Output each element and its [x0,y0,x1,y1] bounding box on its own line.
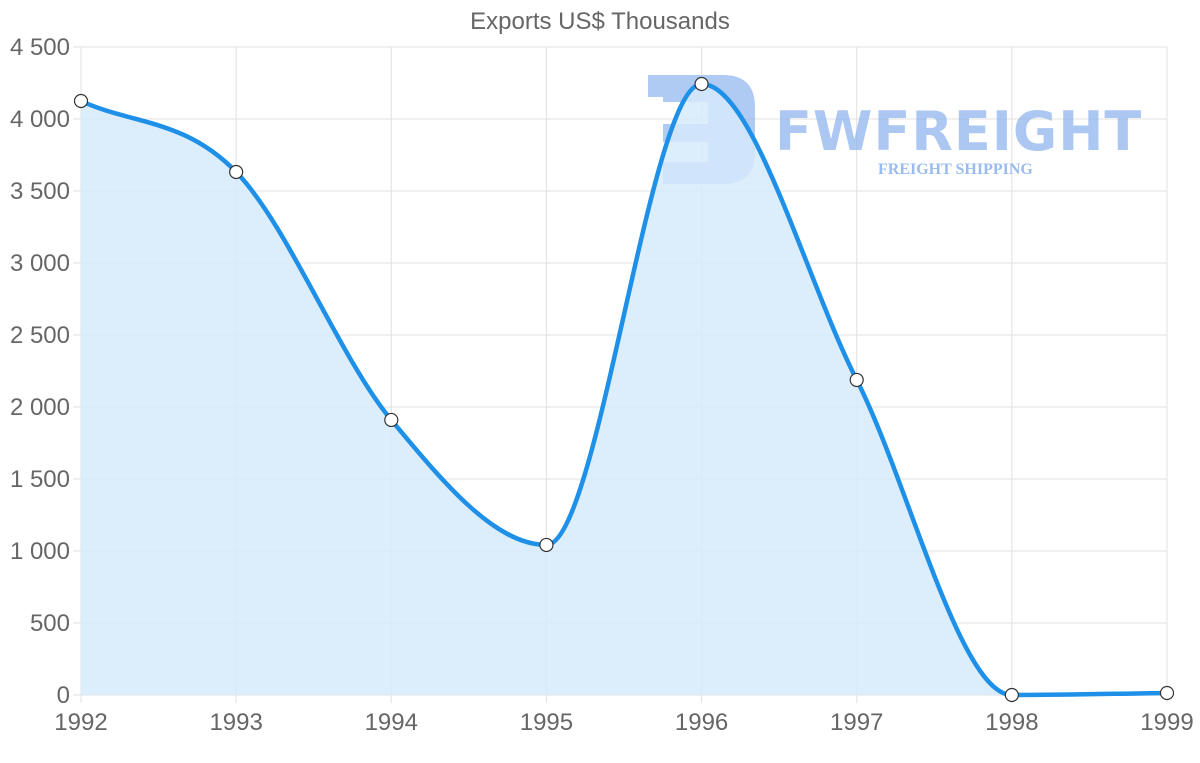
data-point-marker[interactable] [539,537,554,553]
y-tick-label: 1 000 [10,538,70,565]
x-tick-label: 1996 [675,709,728,736]
y-tick-label: 4 000 [10,106,70,133]
data-point-marker[interactable] [384,412,399,428]
y-axis-labels: 0 500 1 000 1 500 2 000 2 500 3 000 3 500 4 000 4… [10,34,70,709]
data-point-marker[interactable] [73,93,89,109]
x-tick-label: 1992 [54,709,107,736]
x-axis-labels: 1992 1993 1994 1995 1996 1997 1998 1999 [54,709,1193,736]
x-tick-label: 1995 [520,709,573,736]
data-point-marker[interactable] [1159,685,1175,701]
watermark-tagline: FREIGHT SHIPPING [878,161,1033,178]
y-tick-label: 3 500 [10,178,70,205]
data-line [80,81,1168,698]
chart-title: Exports US$ Thousands [470,8,730,35]
y-tick-label: 3 000 [10,250,70,277]
data-point-marker[interactable] [694,76,709,92]
y-tick-label: 4 500 [10,34,70,61]
y-tick-label: 500 [30,610,70,637]
y-tick-label: 2 500 [10,322,70,349]
watermark-brand: FWFREIGHT [775,100,1142,163]
y-tick-label: 2 000 [10,394,70,421]
x-tick-label: 1994 [365,709,418,736]
y-tick-label: 1 500 [10,466,70,493]
x-tick-label: 1997 [830,709,883,736]
data-point-marker[interactable] [1004,687,1019,703]
area-fill [81,84,1167,696]
x-tick-label: 1999 [1140,709,1193,736]
data-point-marker[interactable] [849,372,864,388]
data-points [73,76,1175,703]
x-tick-label: 1993 [209,709,262,736]
data-point-marker[interactable] [229,164,244,180]
x-tick-label: 1998 [985,709,1038,736]
y-tick-label: 0 [57,682,70,709]
